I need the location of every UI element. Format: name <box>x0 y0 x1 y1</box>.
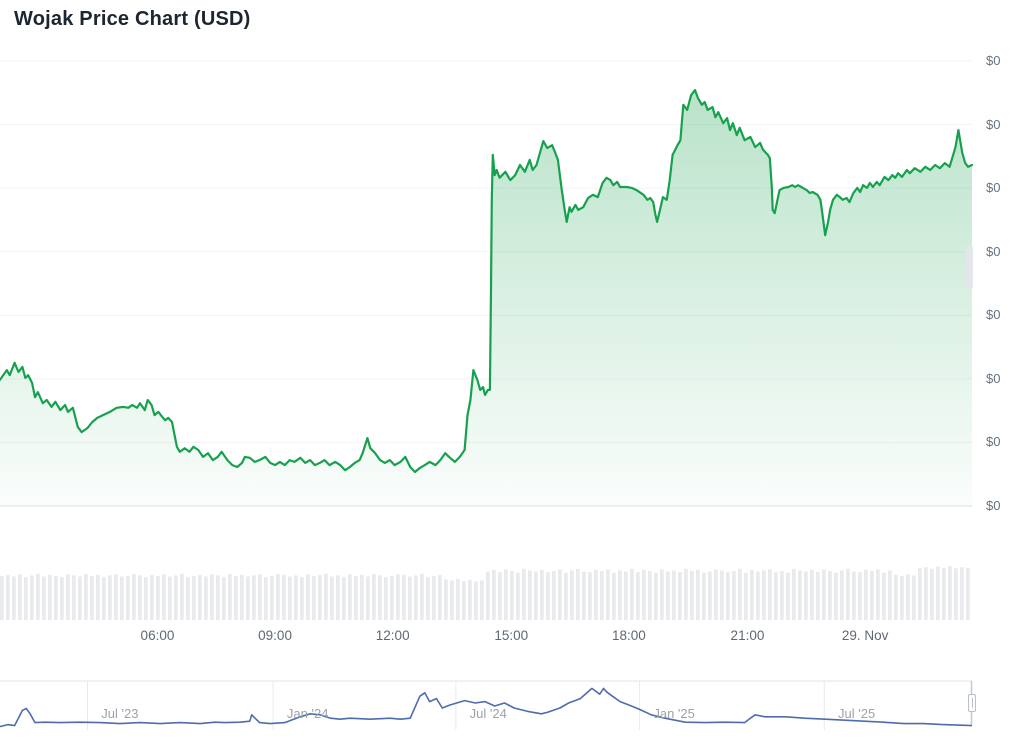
navigator-date-label: Jul '23 <box>101 706 139 721</box>
price-series-svg <box>0 60 974 507</box>
y-axis-label: $0 <box>986 307 1001 323</box>
x-axis-label: 06:00 <box>140 628 175 643</box>
x-axis-label: 15:00 <box>494 628 529 643</box>
chart-title: Wojak Price Chart (USD) <box>14 8 251 30</box>
navigator-date-label: Jan '25 <box>653 706 695 721</box>
x-axis-label: 12:00 <box>375 628 410 643</box>
y-axis-label: $0 <box>986 116 1001 132</box>
x-axis-label: 09:00 <box>258 628 292 643</box>
x-axis-label: 29. Nov <box>841 628 889 643</box>
navigator-svg <box>0 680 973 730</box>
y-axis-label: $0 <box>986 497 1001 513</box>
y-axis-label: $0 <box>986 370 1001 386</box>
x-axis-label: 18:00 <box>611 628 646 643</box>
y-axis-label: $0 <box>986 180 1001 196</box>
x-axis: 06:00 09:00 12:00 15:00 18:00 21:00 29. Nov <box>0 628 1024 648</box>
y-axis: $0 $0 $0 $0 $0 $0 $0 $0 <box>980 47 1024 513</box>
volume-pane <box>0 565 972 621</box>
y-axis-scrollbar-thumb[interactable] <box>966 245 973 289</box>
navigator-date-label: Jul '25 <box>838 706 876 721</box>
volume-bars-svg <box>0 566 970 621</box>
x-axis-label: 21:00 <box>730 628 765 643</box>
navigator-date-label: Jan '24 <box>286 706 329 721</box>
navigator-right-handle-icon[interactable] <box>968 694 976 712</box>
price-pane[interactable] <box>0 47 974 507</box>
navigator-date-label: Jul '24 <box>469 706 507 721</box>
y-axis-label: $0 <box>986 243 1001 259</box>
y-axis-label: $0 <box>986 434 1001 450</box>
navigator[interactable]: Jul '23 Jan '24 Jul '24 Jan '25 Jul '25 <box>0 675 990 735</box>
y-axis-label: $0 <box>986 53 1001 68</box>
